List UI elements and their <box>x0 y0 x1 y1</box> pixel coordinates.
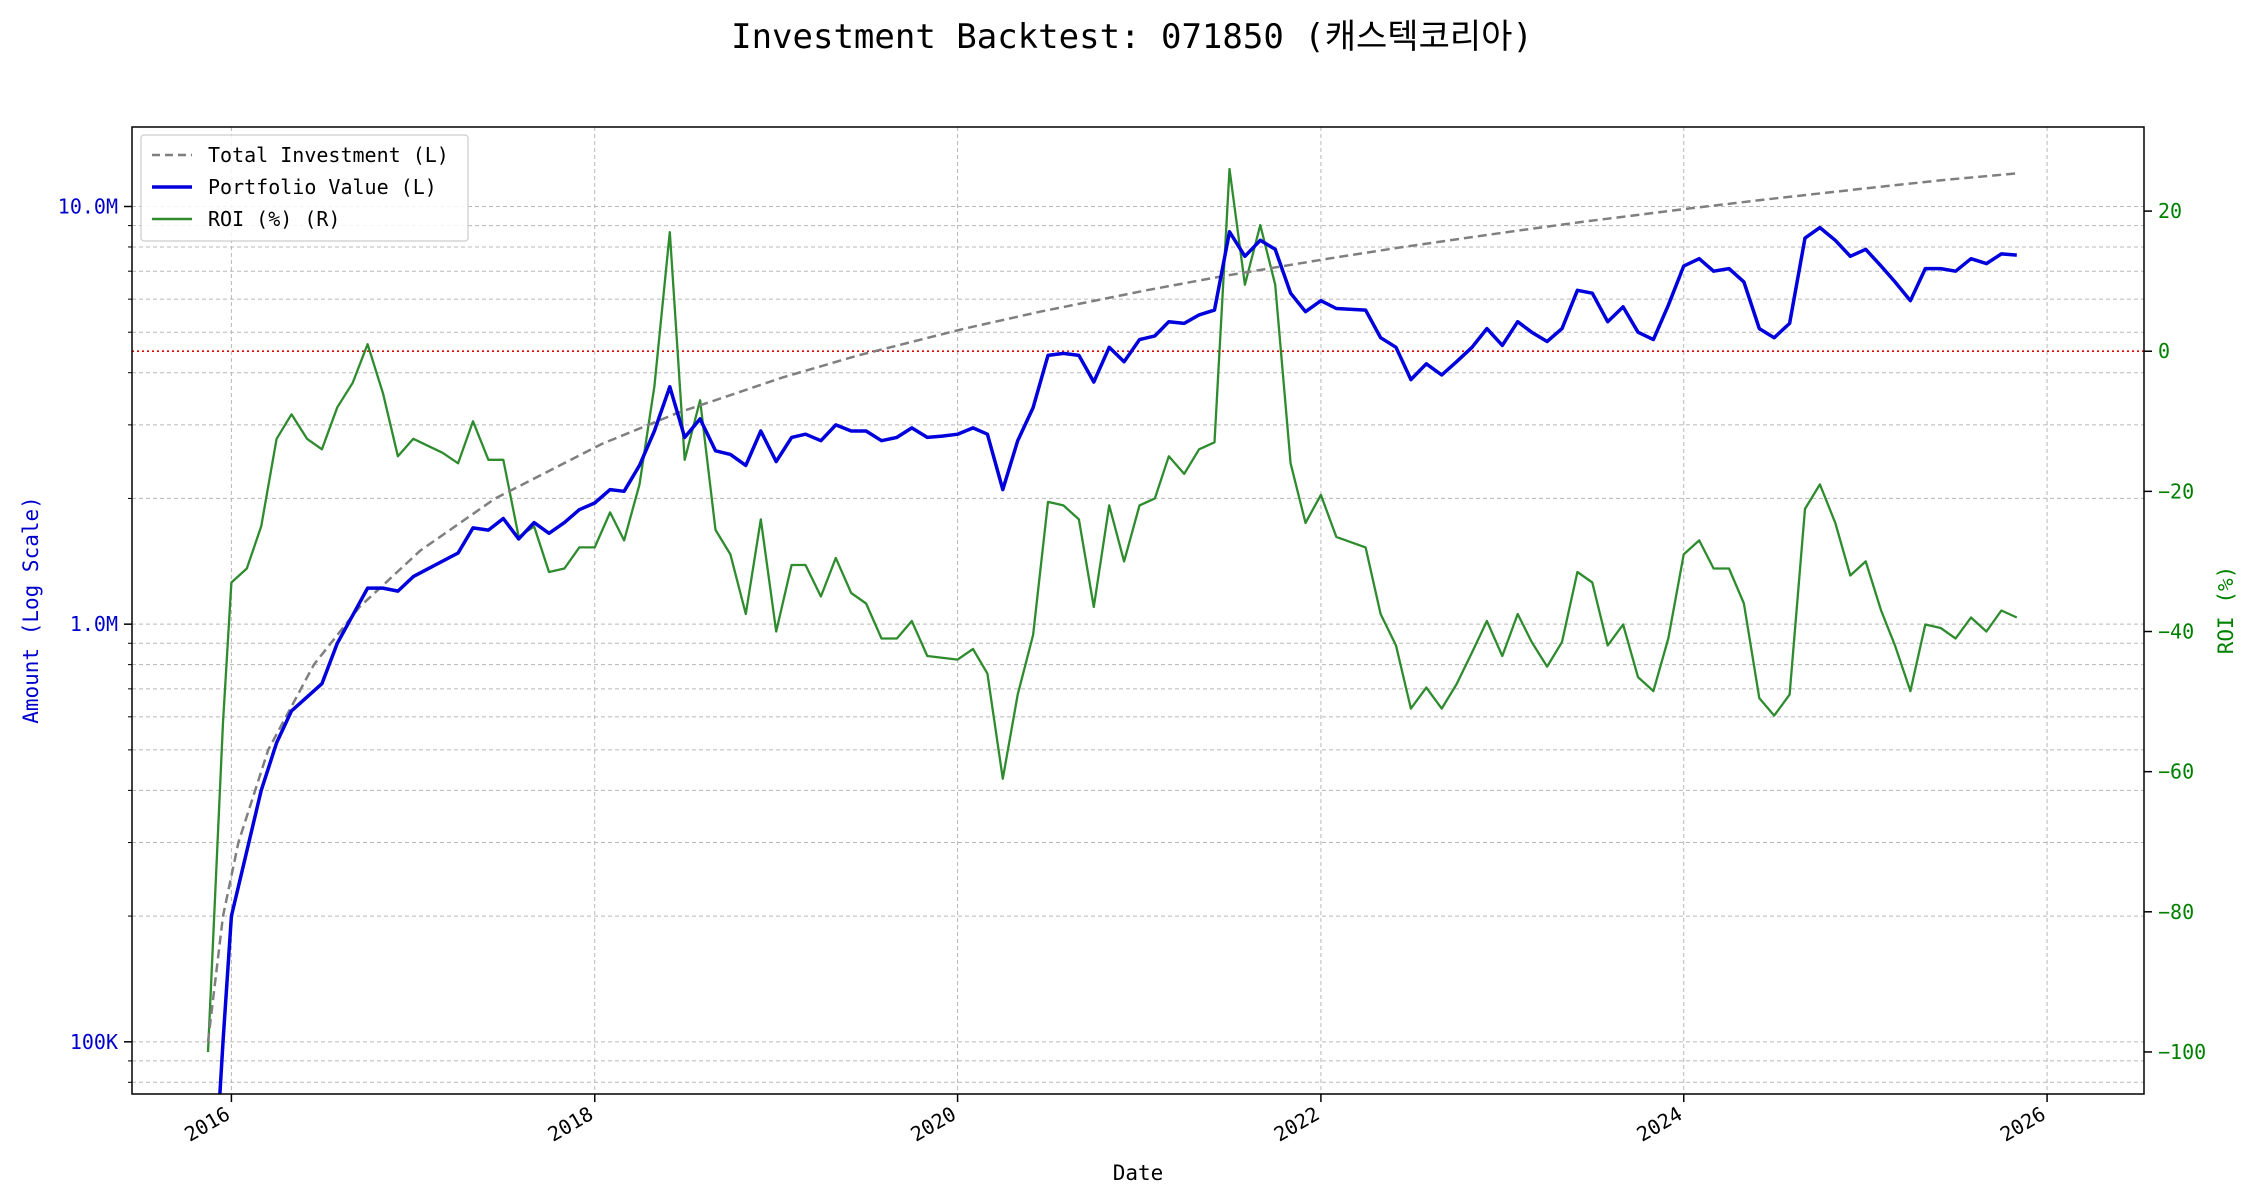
legend-label-portfolio: Portfolio Value (L) <box>208 175 437 199</box>
total-investment-line <box>206 172 2017 1042</box>
right-tick-label: 20 <box>2158 199 2182 223</box>
right-axis-label: ROI (%) <box>2214 566 2238 655</box>
left-axis-label: Amount (Log Scale) <box>19 496 43 724</box>
right-tick-label: −60 <box>2158 760 2194 784</box>
x-tick-label: 2022 <box>1270 1102 1324 1147</box>
left-tick-label: 10.0M <box>58 194 118 218</box>
axes: 2016 2018 2020 2022 2024 2026 100K 1.0M 10.0M 20 0… <box>58 194 2206 1146</box>
x-tick-label: 2018 <box>544 1102 598 1147</box>
left-tick-label: 1.0M <box>70 612 118 636</box>
chart-title: Investment Backtest: 071850 (캐스텍코리아) <box>731 17 1533 57</box>
grid <box>132 127 2144 1094</box>
portfolio-value-line <box>218 225 2017 1094</box>
legend-label-total-investment: Total Investment (L) <box>208 143 449 167</box>
right-tick-label: 0 <box>2158 339 2170 363</box>
legend-label-roi: ROI (%) (R) <box>208 207 340 231</box>
left-tick-label: 100K <box>70 1030 118 1054</box>
series-layer <box>206 167 2018 1094</box>
roi-line <box>206 167 2018 1053</box>
right-tick-label: −80 <box>2158 900 2194 924</box>
x-tick-label: 2024 <box>1633 1102 1687 1147</box>
legend-box <box>140 134 469 242</box>
x-tick-label: 2020 <box>906 1102 960 1147</box>
x-tick-label: 2016 <box>180 1102 234 1147</box>
x-tick-label: 2026 <box>1996 1102 2050 1147</box>
plot-area-frame <box>131 126 2145 1095</box>
right-tick-label: −100 <box>2158 1040 2206 1064</box>
x-axis-label: Date <box>1113 1161 1164 1185</box>
legend: Total Investment (L) Portfolio Value (L)… <box>140 134 469 242</box>
right-tick-label: −20 <box>2158 479 2194 503</box>
right-tick-label: −40 <box>2158 620 2194 644</box>
